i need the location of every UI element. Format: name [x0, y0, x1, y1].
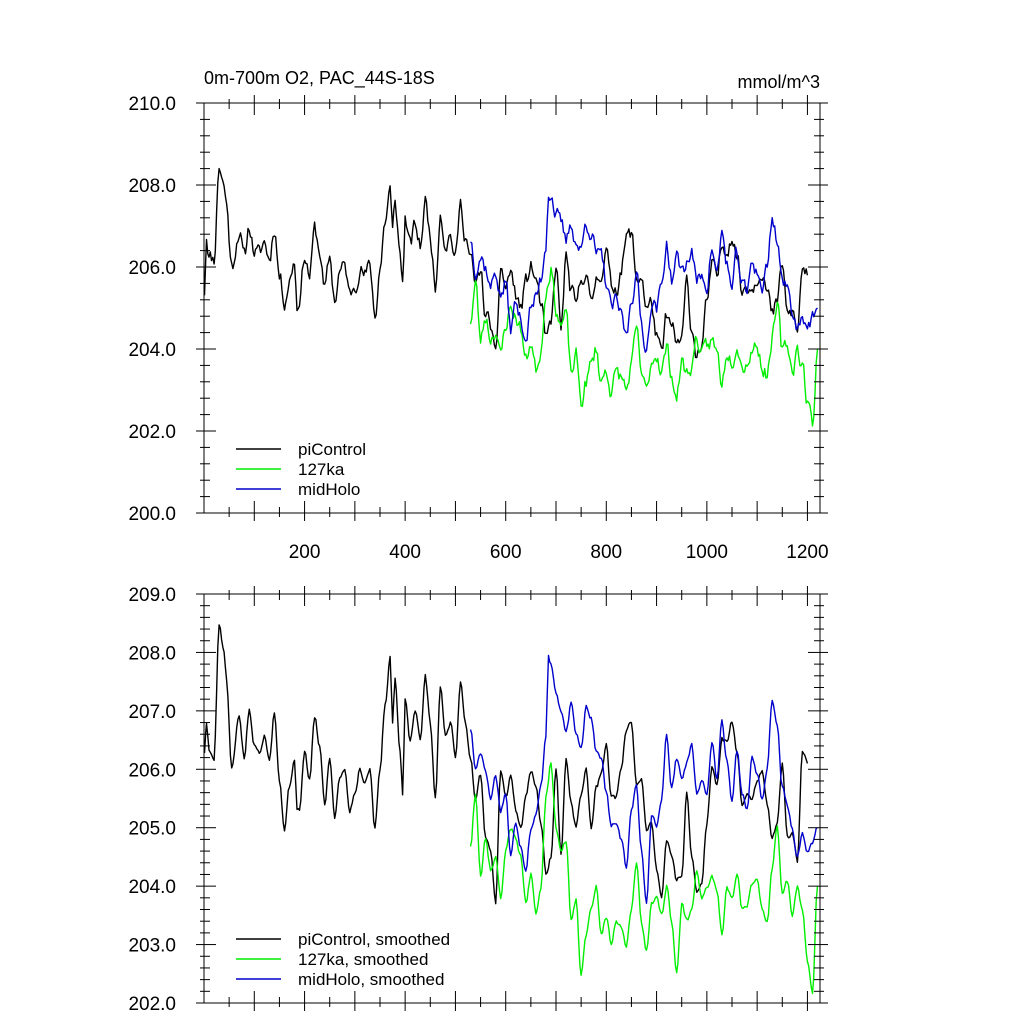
top-panel: 200 400 600 800 1000 1200 200.0 202.0 204.0 206.0…	[128, 94, 828, 563]
x-tick-label-0-1: 400	[389, 542, 421, 563]
y-tick-label-0-2: 204.0	[128, 340, 176, 361]
plot-frame-1	[203, 593, 821, 1004]
legend-label-1-0: piControl, smoothed	[298, 930, 450, 949]
legend-label-0-2: midHolo	[298, 480, 360, 499]
units-label: mmol/m^3	[738, 72, 820, 92]
x-tick-label-0-3: 800	[590, 542, 622, 563]
x-tick-label-0-2: 600	[490, 542, 522, 563]
y-tick-label-0-5: 210.0	[128, 94, 176, 115]
y-tick-label-1-3: 205.0	[128, 819, 176, 840]
y-tick-label-1-0: 202.0	[128, 994, 176, 1015]
series-line-0-0	[203, 167, 809, 359]
bottom-panel: 202.0 203.0 204.0 205.0 206.0 207.0 208.0 209.0…	[128, 585, 828, 1015]
legend-label-0-0: piControl	[298, 440, 366, 459]
x-tick-label-0-4: 1000	[686, 542, 728, 563]
x-tick-label-0-0: 200	[289, 542, 321, 563]
legend-label-1-2: midHolo, smoothed	[298, 970, 444, 989]
x-tick-label-0-5: 1200	[786, 542, 828, 563]
series-line-1-0	[203, 624, 809, 905]
y-tick-label-0-4: 208.0	[128, 176, 176, 197]
series-line-1-2	[469, 654, 818, 904]
y-tick-label-1-4: 206.0	[128, 760, 176, 781]
legend-label-1-1: 127ka, smoothed	[298, 950, 428, 969]
y-tick-label-1-1: 203.0	[128, 936, 176, 957]
series-line-0-1	[469, 266, 819, 427]
y-tick-label-0-0: 200.0	[128, 504, 176, 525]
y-tick-label-0-3: 206.0	[128, 258, 176, 279]
series-line-0-2	[470, 196, 818, 353]
y-tick-label-0-1: 202.0	[128, 422, 176, 443]
y-tick-label-1-7: 209.0	[128, 585, 176, 606]
y-tick-label-1-6: 208.0	[128, 643, 176, 664]
y-tick-label-1-5: 207.0	[128, 702, 176, 723]
plot-frame-0	[203, 102, 821, 514]
legend-label-0-1: 127ka	[298, 460, 345, 479]
figure-title: 0m-700m O2, PAC_44S-18S	[204, 68, 435, 89]
series-line-1-1	[469, 762, 819, 995]
y-tick-label-1-2: 204.0	[128, 877, 176, 898]
